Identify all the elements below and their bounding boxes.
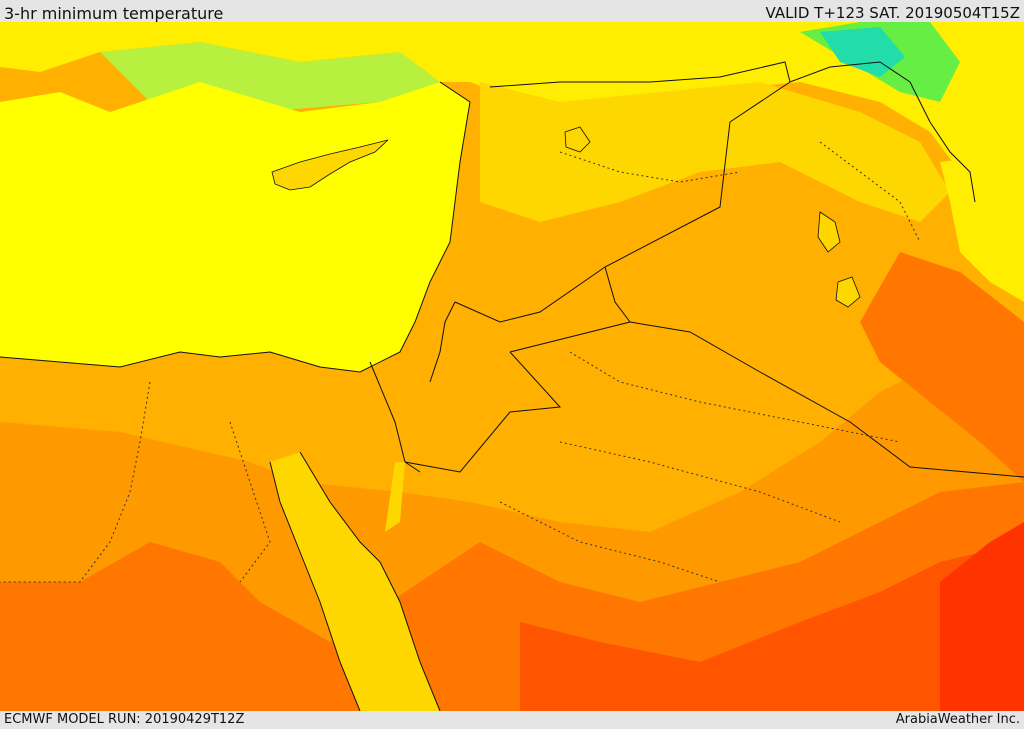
model-run-label: ECMWF MODEL RUN: 20190429T12Z xyxy=(4,712,245,727)
red-zone xyxy=(940,522,1024,711)
red-orange-zone xyxy=(520,542,1024,711)
mediterranean-sea xyxy=(0,82,470,372)
persian-gulf-edge xyxy=(940,152,1024,302)
country-borders xyxy=(369,61,1024,478)
header-bar: 3-hr minimum temperature VALID T+123 SAT… xyxy=(0,0,1024,23)
gulf-of-aqaba xyxy=(385,462,405,532)
lake-east-1 xyxy=(817,211,841,253)
lake-east-2 xyxy=(835,276,861,308)
lake-north xyxy=(564,126,591,153)
east-warm-zone xyxy=(860,252,1024,482)
map-title: 3-hr minimum temperature xyxy=(4,4,224,23)
footer-bar: ECMWF MODEL RUN: 20190429T12Z ArabiaWeat… xyxy=(0,711,1024,729)
valid-time: VALID T+123 SAT. 20190504T15Z xyxy=(765,4,1020,22)
red-sea xyxy=(270,452,440,711)
levant-coastline xyxy=(0,81,471,373)
turkey-coast xyxy=(0,22,470,82)
temperature-map[interactable] xyxy=(0,22,1024,711)
gold-north-zone xyxy=(480,82,950,222)
cyprus-island xyxy=(271,139,389,191)
red-sea-coast xyxy=(269,451,441,711)
map-canvas xyxy=(0,22,1024,711)
credit-label: ArabiaWeather Inc. xyxy=(895,712,1020,727)
admin-borders xyxy=(0,141,921,583)
